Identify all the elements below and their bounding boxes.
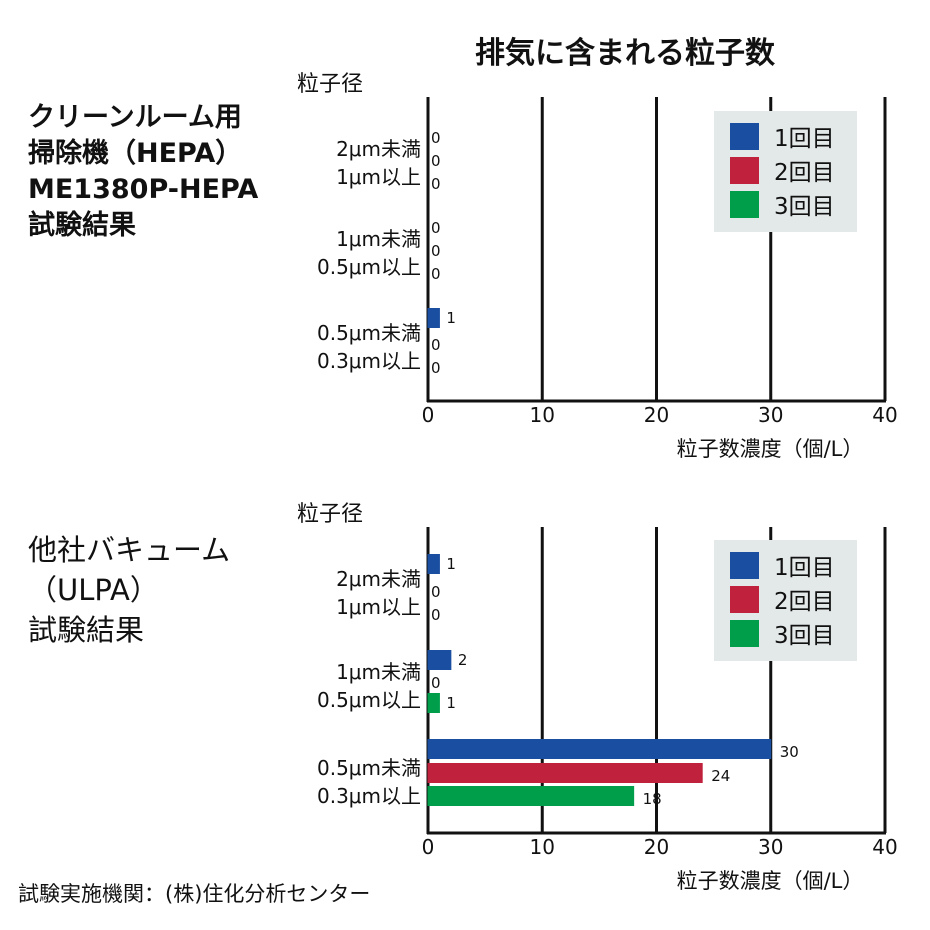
side-title-line: クリーンルーム用 bbox=[28, 102, 242, 133]
legend-label: 2回目 bbox=[774, 160, 835, 186]
category-label: 1μm以上 bbox=[336, 595, 421, 619]
legend-swatch bbox=[730, 191, 759, 218]
legend-label: 1回目 bbox=[774, 555, 835, 581]
chart1-side-title: クリーンルーム用 掃除機（HEPA） ME1380P-HEPA 試験結果 bbox=[28, 100, 258, 244]
category-label: 1μm以上 bbox=[336, 165, 421, 189]
value-label: 0 bbox=[431, 674, 441, 692]
value-label: 0 bbox=[431, 583, 441, 601]
value-label: 1 bbox=[446, 555, 456, 573]
bar bbox=[427, 308, 440, 328]
value-label: 2 bbox=[458, 651, 468, 669]
category-label: 0.3μm以上 bbox=[317, 349, 421, 373]
legend-swatch bbox=[730, 157, 759, 184]
value-label: 0 bbox=[431, 265, 441, 283]
category-label: 0.5μm以上 bbox=[317, 688, 421, 712]
value-label: 1 bbox=[446, 309, 456, 327]
value-label: 0 bbox=[431, 359, 441, 377]
category-label: 2μm未満 bbox=[336, 567, 421, 591]
x-tick-label: 30 bbox=[758, 403, 783, 427]
bar bbox=[427, 786, 635, 806]
x-tick-label: 20 bbox=[644, 835, 669, 859]
chart2-side-title: 他社バキューム （ULPA） 試験結果 bbox=[28, 530, 230, 650]
category-label: 1μm未満 bbox=[336, 660, 421, 684]
value-label: 0 bbox=[431, 336, 441, 354]
category-label: 0.5μm未満 bbox=[317, 756, 421, 780]
x-axis-label: 粒子数濃度（個/L） bbox=[677, 437, 864, 461]
category-label: 0.5μm未満 bbox=[317, 321, 421, 345]
footer-note: 試験実施機関：(株)住化分析センター bbox=[18, 882, 371, 906]
bar bbox=[427, 693, 440, 713]
legend-swatch bbox=[730, 123, 759, 150]
legend-label: 3回目 bbox=[774, 194, 835, 220]
value-label: 0 bbox=[431, 175, 441, 193]
x-tick-label: 40 bbox=[872, 835, 897, 859]
category-label: 2μm未満 bbox=[336, 137, 421, 161]
value-label: 1 bbox=[446, 694, 456, 712]
x-tick-label: 0 bbox=[422, 835, 435, 859]
x-axis-label: 粒子数濃度（個/L） bbox=[677, 869, 864, 893]
side-title-line: 他社バキューム bbox=[28, 533, 231, 567]
legend-swatch bbox=[730, 586, 759, 613]
side-title-line: 試験結果 bbox=[28, 210, 136, 241]
legend-label: 1回目 bbox=[774, 126, 835, 152]
side-title-line: 掃除機（HEPA） bbox=[28, 138, 243, 169]
side-title-line: （ULPA） bbox=[28, 573, 159, 607]
legend-label: 2回目 bbox=[774, 589, 835, 615]
value-label: 18 bbox=[643, 790, 662, 808]
legend-swatch bbox=[730, 552, 759, 579]
value-label: 0 bbox=[431, 129, 441, 147]
value-label: 24 bbox=[711, 767, 730, 785]
bar bbox=[427, 554, 440, 574]
side-title-line: ME1380P-HEPA bbox=[28, 174, 259, 205]
value-label: 0 bbox=[431, 606, 441, 624]
side-title-line: 試験結果 bbox=[28, 613, 145, 647]
x-tick-label: 10 bbox=[530, 403, 555, 427]
legend-swatch bbox=[730, 620, 759, 647]
x-tick-label: 20 bbox=[644, 403, 669, 427]
category-label: 0.5μm以上 bbox=[317, 255, 421, 279]
value-label: 0 bbox=[431, 152, 441, 170]
category-label: 0.3μm以上 bbox=[317, 784, 421, 808]
bar bbox=[427, 763, 703, 783]
y-axis-label: 粒子径 bbox=[297, 502, 363, 527]
x-tick-label: 0 bbox=[422, 403, 435, 427]
x-tick-label: 10 bbox=[530, 835, 555, 859]
bar bbox=[427, 739, 772, 759]
value-label: 30 bbox=[780, 743, 799, 761]
y-axis-label: 粒子径 bbox=[297, 72, 363, 97]
x-tick-label: 30 bbox=[758, 835, 783, 859]
main-title: 排気に含まれる粒子数 bbox=[475, 36, 775, 71]
legend-label: 3回目 bbox=[774, 623, 835, 649]
value-label: 0 bbox=[431, 242, 441, 260]
value-label: 0 bbox=[431, 219, 441, 237]
category-label: 1μm未満 bbox=[336, 227, 421, 251]
x-tick-label: 40 bbox=[872, 403, 897, 427]
bar bbox=[427, 650, 452, 670]
